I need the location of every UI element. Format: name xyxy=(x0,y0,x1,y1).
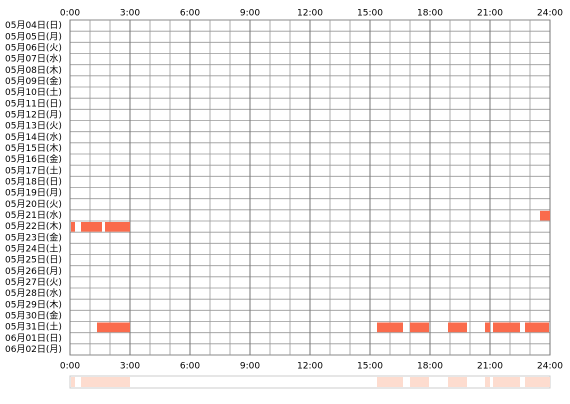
x-tick-label: 9:00 xyxy=(240,9,260,19)
row-label: 05月11日(日) xyxy=(5,98,62,109)
summary-block xyxy=(448,377,467,387)
row-label: 05月22日(木) xyxy=(5,220,62,232)
row-label: 05月25日(日) xyxy=(5,255,62,266)
x-tick-label: 24:00 xyxy=(537,362,563,372)
summary-bar xyxy=(69,375,551,389)
summary-block xyxy=(485,377,490,387)
activity-block xyxy=(97,322,130,333)
row-label: 05月09日(金) xyxy=(5,75,62,87)
row-label: 05月05日(月) xyxy=(5,31,62,42)
summary-block xyxy=(71,377,75,387)
x-tick-label: 3:00 xyxy=(120,9,140,19)
row-label: 05月15日(木) xyxy=(5,142,62,154)
row-label: 05月16日(金) xyxy=(5,153,62,165)
activity-block xyxy=(410,322,429,333)
x-tick-label: 0:00 xyxy=(60,362,80,372)
x-tick-label: 12:00 xyxy=(297,9,323,19)
x-tick-label: 0:00 xyxy=(60,9,80,19)
row-label: 05月13日(火) xyxy=(5,121,62,132)
x-tick-label: 24:00 xyxy=(537,9,563,19)
summary-block xyxy=(377,377,403,387)
row-label: 06月02日(月) xyxy=(5,344,62,355)
x-tick-label: 18:00 xyxy=(417,9,443,19)
row-label: 05月08日(木) xyxy=(5,64,62,76)
row-label: 05月12日(月) xyxy=(5,109,62,120)
summary-block xyxy=(97,377,130,387)
summary-block xyxy=(525,377,549,387)
summary-block xyxy=(81,377,102,387)
x-tick-label: 18:00 xyxy=(417,362,443,372)
row-label: 05月19日(月) xyxy=(5,188,62,199)
activity-block xyxy=(493,322,520,333)
x-tick-label: 21:00 xyxy=(477,362,503,372)
activity-block xyxy=(105,222,130,232)
summary-block xyxy=(493,377,520,387)
row-label: 05月06日(火) xyxy=(5,42,62,53)
row-label: 05月28日(水) xyxy=(5,287,62,299)
x-tick-label: 3:00 xyxy=(120,362,140,372)
activity-block xyxy=(71,222,75,232)
activity-block xyxy=(81,222,102,232)
x-tick-label: 6:00 xyxy=(180,9,200,19)
activity-block xyxy=(448,322,467,333)
activity-block xyxy=(485,322,490,333)
x-tick-label: 6:00 xyxy=(180,362,200,372)
row-label: 05月17日(土) xyxy=(5,164,62,176)
activity-block xyxy=(540,210,550,221)
activity-block xyxy=(525,322,549,333)
row-label: 05月10日(土) xyxy=(5,86,62,98)
x-tick-label: 9:00 xyxy=(240,362,260,372)
row-label: 05月21日(水) xyxy=(5,209,62,221)
row-label: 05月31日(土) xyxy=(5,321,62,333)
row-label: 05月18日(日) xyxy=(5,176,62,187)
row-label: 05月30日(金) xyxy=(5,309,62,321)
x-tick-label: 21:00 xyxy=(477,9,503,19)
row-label: 05月26日(月) xyxy=(5,266,62,277)
row-label: 05月04日(日) xyxy=(5,20,62,31)
row-label: 05月23日(金) xyxy=(5,231,62,243)
x-tick-label: 15:00 xyxy=(357,362,383,372)
x-tick-label: 12:00 xyxy=(297,362,323,372)
row-label: 05月14日(水) xyxy=(5,131,62,143)
x-tick-label: 15:00 xyxy=(357,9,383,19)
row-label: 05月27日(火) xyxy=(5,277,62,288)
row-label: 05月29日(木) xyxy=(5,298,62,310)
row-label: 05月07日(水) xyxy=(5,53,62,65)
row-label: 05月24日(土) xyxy=(5,242,62,254)
row-label: 05月20日(火) xyxy=(5,199,62,210)
summary-block xyxy=(410,377,429,387)
activity-block xyxy=(377,322,403,333)
row-label: 06月01日(日) xyxy=(5,333,62,344)
